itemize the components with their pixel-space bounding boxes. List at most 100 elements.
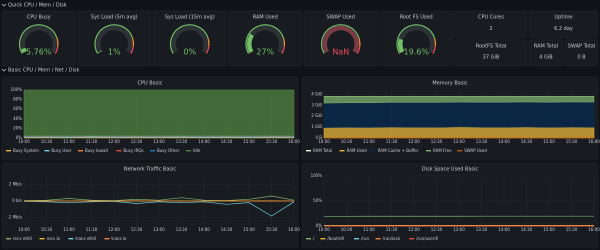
x-tick-label: 11:30 xyxy=(86,139,98,144)
x-tick-label: 11:30 xyxy=(386,139,398,144)
panel-title: Disk Space Used Basic xyxy=(422,167,479,173)
legend-label: RAM Used xyxy=(347,148,368,153)
y-tick-label: 80% xyxy=(13,97,22,102)
legend-swatch xyxy=(339,150,345,152)
x-tick-label: 12:00 xyxy=(108,139,120,144)
gauge-threshold xyxy=(245,24,285,54)
gauge-title: Root FS Used xyxy=(400,15,433,21)
legend-swatch xyxy=(306,238,311,240)
x-tick-label: 14:30 xyxy=(221,227,233,232)
y-tick-label: 50% xyxy=(313,198,322,203)
stat-value: 2 xyxy=(489,26,492,32)
gauge-track xyxy=(322,25,359,54)
x-tick-label: 16:00 xyxy=(288,227,300,232)
x-tick-label: 13:00 xyxy=(153,227,165,232)
legend-label: / xyxy=(313,236,315,241)
y-tick-label: 100% xyxy=(11,87,23,92)
x-tick-label: 11:30 xyxy=(386,227,398,232)
x-tick-label: 12:00 xyxy=(408,139,420,144)
gauge-threshold xyxy=(56,37,59,47)
gauge-threshold xyxy=(94,24,134,54)
line xyxy=(23,201,295,217)
gauge-value: NaN xyxy=(332,48,349,57)
gauge-value: 0% xyxy=(183,48,196,57)
y-tick-label: 0 b/s xyxy=(12,198,22,203)
x-tick-label: 15:30 xyxy=(566,227,578,232)
row-title[interactable]: Basic CPU / Mem / Net / Disk xyxy=(8,68,79,74)
legend-label: SWAP Used xyxy=(464,148,487,153)
legend-swatch xyxy=(104,238,110,240)
y-tick-label: 0 B xyxy=(315,135,322,140)
y-tick-label: 20% xyxy=(13,125,22,130)
x-tick-label: 14:00 xyxy=(498,227,510,232)
x-tick-label: 14:30 xyxy=(521,139,533,144)
x-tick-label: 13:30 xyxy=(176,227,188,232)
legend-swatch xyxy=(306,150,311,152)
y-tick-label: 40% xyxy=(13,116,22,121)
legend-label: Busy IRQs xyxy=(123,148,143,153)
gauge-title: Sys Load (15m avg) xyxy=(165,15,215,21)
gauge-title: CPU Busy xyxy=(27,15,51,21)
x-tick-label: 14:00 xyxy=(198,227,210,232)
x-tick-label: 13:00 xyxy=(453,139,465,144)
x-tick-label: 11:00 xyxy=(363,227,375,232)
legend-label: recv eth0 xyxy=(13,236,32,241)
legend-label: Busy Iowait xyxy=(85,148,108,153)
x-tick-label: 10:30 xyxy=(41,227,53,232)
y-tick-label: 3 GiB xyxy=(311,102,322,107)
stat-title: Uptime xyxy=(554,15,572,21)
gauge-threshold xyxy=(433,37,437,47)
legend-swatch xyxy=(186,150,191,152)
panel xyxy=(1,10,76,67)
gauge-value: 27% xyxy=(256,48,274,57)
legend-swatch xyxy=(39,238,45,240)
x-tick-label: 10:30 xyxy=(341,227,353,232)
x-tick-label: 15:30 xyxy=(266,227,278,232)
legend-swatch xyxy=(375,238,381,240)
legend-label: Busy Other xyxy=(157,148,180,153)
gauge-arc xyxy=(398,38,405,54)
legend-label: /run xyxy=(361,236,370,241)
x-tick-label: 16:00 xyxy=(588,139,600,144)
x-tick-label: 12:00 xyxy=(108,227,120,232)
stat-title: RAM Total xyxy=(534,44,558,50)
stat-title: SWAP Total xyxy=(568,44,596,50)
legend-swatch xyxy=(426,150,431,152)
gauge-title: RAM Used xyxy=(253,15,278,21)
legend-label: recv lo xyxy=(47,236,61,241)
x-tick-label: 10:00 xyxy=(318,139,330,144)
y-tick-label: 60% xyxy=(13,106,22,111)
gauge-value: 5.76% xyxy=(26,48,52,57)
x-tick-label: 15:30 xyxy=(566,139,578,144)
legend-label: /boot/efi xyxy=(327,236,344,241)
gauge-threshold xyxy=(169,24,209,54)
x-tick-label: 13:30 xyxy=(176,139,188,144)
gauge-threshold xyxy=(18,24,58,54)
x-tick-label: 13:00 xyxy=(153,139,165,144)
legend-swatch xyxy=(370,150,376,152)
gauge-arc xyxy=(247,33,255,54)
legend-label: RAM Free xyxy=(433,148,452,153)
stat-title: CPU Cores xyxy=(478,15,504,21)
legend-swatch xyxy=(6,238,11,240)
x-tick-label: 11:00 xyxy=(363,139,375,144)
gauge-threshold xyxy=(205,45,210,54)
panel xyxy=(528,10,599,39)
x-tick-label: 12:30 xyxy=(131,227,143,232)
x-tick-label: 14:00 xyxy=(498,139,510,144)
legend-swatch xyxy=(150,150,155,152)
x-tick-label: 12:00 xyxy=(408,227,420,232)
row-chevron xyxy=(1,3,7,7)
legend-label: trans lo xyxy=(111,236,127,241)
gauge-threshold xyxy=(131,37,135,47)
y-tick-label: 100% xyxy=(311,173,323,178)
legend-label: Busy User xyxy=(51,148,71,153)
legend-label: Idle xyxy=(193,148,201,153)
gauge-value: 19.6% xyxy=(404,48,430,57)
gauge-arc xyxy=(21,47,27,54)
x-tick-label: 13:30 xyxy=(476,227,488,232)
legend-label: /run/lock xyxy=(383,236,401,241)
row-title[interactable]: Quick CPU / Mem / Disk xyxy=(8,3,67,9)
